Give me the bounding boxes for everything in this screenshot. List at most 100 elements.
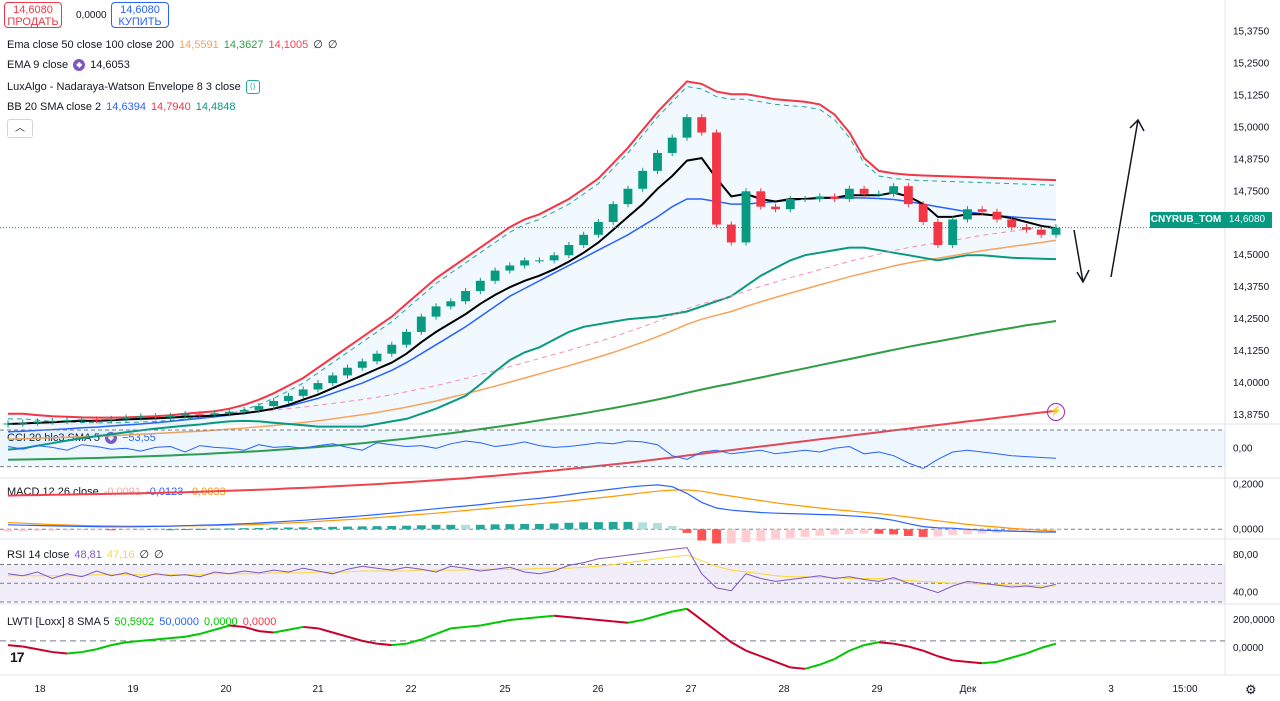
- macd-line: [7, 484, 1056, 533]
- candle-body: [165, 415, 175, 418]
- time-tick-label: 27: [685, 684, 697, 695]
- legend-nwe[interactable]: LuxAlgo - Nadaraya-Watson Envelope 8 3 c…: [7, 80, 260, 94]
- candle-body: [830, 196, 840, 199]
- candle-body: [948, 219, 958, 246]
- lwti-segment: [184, 632, 201, 638]
- macd-histogram-bar: [520, 523, 530, 530]
- candle-body: [844, 188, 854, 199]
- legend-value: -0,0091: [103, 486, 142, 498]
- macd-histogram-bar: [239, 528, 249, 530]
- lwti-segment: [347, 635, 363, 642]
- tradingview-logo-icon[interactable]: 17: [10, 649, 25, 665]
- price-tick-label: 15,3750: [1233, 27, 1270, 38]
- candle-body: [106, 418, 116, 421]
- macd-histogram-bar: [284, 527, 293, 530]
- lwti-segment: [908, 645, 924, 652]
- time-tick-label: 29: [871, 684, 883, 695]
- candle-body: [416, 316, 426, 332]
- candle-body: [933, 222, 943, 246]
- macd-histogram-bar: [195, 528, 205, 530]
- sell-label: ПРОДАТЬ: [7, 16, 59, 28]
- lwti-segment: [701, 619, 718, 632]
- candle-body: [431, 306, 441, 317]
- macd-histogram-bar: [254, 527, 264, 530]
- candle-body: [682, 117, 692, 138]
- settings-gear-icon[interactable]: ⚙: [1245, 682, 1257, 697]
- macd-histogram-bar: [47, 529, 57, 531]
- macd-histogram-bar: [3, 529, 13, 532]
- lwti-segment: [111, 641, 127, 647]
- price-tick-label: 14,5000: [1233, 250, 1270, 261]
- legend-bb[interactable]: BB 20 SMA close 2 14,6394 14,7940 14,484…: [7, 101, 235, 113]
- collapse-legend-button[interactable]: ︿: [7, 119, 33, 138]
- legend-value: 14,1005: [268, 38, 309, 51]
- bb-lower-line: [7, 246, 1057, 451]
- macd-histogram-bar: [623, 521, 633, 530]
- bb-basis-line: [7, 196, 1057, 433]
- macd-histogram-bar: [712, 529, 721, 544]
- legend-name: EMA 9 close: [7, 59, 69, 71]
- indicator-logo-icon: ◆: [73, 59, 86, 71]
- time-tick-label: 21: [312, 684, 324, 695]
- macd-histogram-bar: [416, 525, 426, 530]
- lwti-segment: [406, 638, 422, 645]
- macd-histogram-bar: [298, 527, 308, 530]
- legend-value: 0,0000: [242, 616, 277, 628]
- legend-ema9[interactable]: EMA 9 close ◆ 14,6053: [7, 59, 130, 71]
- legend-name: LWTI [Loxx] 8 SMA 5: [7, 616, 110, 628]
- lwti-segment: [214, 624, 230, 631]
- lwti-segment: [155, 637, 171, 641]
- lwti-segment: [1040, 642, 1057, 649]
- candle-body: [121, 417, 131, 419]
- lwti-segment: [96, 644, 112, 651]
- lwti-segment: [52, 651, 68, 655]
- candle-body: [254, 406, 264, 410]
- time-tick-label: 19: [127, 684, 139, 695]
- candle-body: [490, 270, 500, 281]
- macd-histogram-bar: [151, 529, 161, 531]
- bollinger-band-fill: [8, 81, 1056, 450]
- lwti-segment: [1011, 652, 1027, 659]
- legend-value: ∅: [327, 39, 338, 51]
- legend-value: 47,16: [106, 548, 135, 561]
- sell-button[interactable]: 14,6080 ПРОДАТЬ: [4, 2, 62, 28]
- lightning-icon[interactable]: ⚡: [1047, 403, 1065, 421]
- legend-rsi[interactable]: RSI 14 close 48,81 47,16 ∅ ∅: [7, 548, 164, 562]
- macd-histogram-bar: [682, 529, 692, 533]
- candle-body: [446, 301, 456, 307]
- candle-body: [284, 395, 293, 401]
- candle-body: [357, 361, 367, 368]
- lwti-segment: [937, 655, 953, 662]
- legend-value: ∅: [139, 549, 150, 561]
- legend-value: 14,5591: [178, 38, 219, 51]
- lwti-segment: [170, 635, 186, 640]
- lwti-segment: [657, 610, 673, 617]
- macd-histogram-bar: [165, 529, 175, 531]
- legend-lwti[interactable]: LWTI [Loxx] 8 SMA 5 50,5902 50,0000 0,00…: [7, 616, 276, 628]
- candle-body: [343, 367, 352, 376]
- macd-histogram-bar: [1022, 529, 1031, 532]
- candle-body: [756, 191, 766, 207]
- candle-body: [3, 423, 13, 425]
- buy-price: 14,6080: [120, 4, 160, 16]
- lwti-segment: [81, 648, 97, 654]
- lwti-segment: [7, 644, 23, 648]
- legend-ema-multi[interactable]: Ema close 50 close 100 close 200 14,5591…: [7, 38, 338, 52]
- macd-histogram-bar: [224, 528, 234, 530]
- macd-histogram-bar: [933, 529, 943, 537]
- macd-histogram-bar: [372, 526, 382, 530]
- macd-histogram-bar: [62, 529, 72, 531]
- cci-line: [7, 440, 1057, 470]
- candle-body: [180, 414, 190, 416]
- code-icon: ⟨⟩: [245, 80, 260, 94]
- macd-histogram-bar: [564, 522, 574, 530]
- lwti-segment: [760, 655, 776, 663]
- candle-body: [47, 420, 57, 422]
- price-tick-label: 15,2500: [1233, 58, 1270, 69]
- buy-button[interactable]: 14,6080 КУПИТЬ: [111, 2, 169, 28]
- ema100-line: [7, 320, 1057, 461]
- time-tick-label: 20: [220, 684, 232, 695]
- down-arrow-drawing: [1073, 229, 1090, 284]
- lwti-segment: [730, 641, 747, 652]
